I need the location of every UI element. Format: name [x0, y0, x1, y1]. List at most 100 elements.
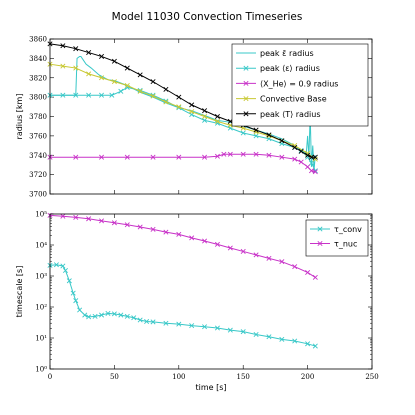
legend-entry: peak ε̄ radius	[236, 49, 314, 58]
x-tick-label: 250	[365, 373, 378, 381]
axes-frame	[49, 38, 373, 195]
legend-label: τ_nuc	[334, 240, 357, 249]
y-tick-label: 10⁰	[35, 366, 47, 374]
x-tick-label: 150	[237, 373, 250, 381]
legend-label: ⟨X_He⟩ = 0.9 radius	[260, 79, 338, 88]
data-point	[240, 151, 246, 157]
data-point	[214, 118, 220, 124]
data-point	[92, 313, 98, 319]
series-1-5	[47, 41, 318, 160]
data-point	[240, 329, 246, 335]
data-point	[292, 264, 298, 270]
data-point	[279, 154, 285, 160]
data-point	[253, 133, 259, 139]
y-tick-label: 3820	[29, 74, 47, 82]
series-2-2	[47, 212, 318, 280]
data-point	[124, 222, 130, 228]
data-point	[99, 92, 105, 98]
data-point	[189, 323, 195, 329]
data-point	[111, 220, 117, 226]
data-point	[176, 104, 182, 110]
legend-marker	[243, 65, 249, 71]
data-point	[99, 154, 105, 160]
data-point	[240, 248, 246, 254]
data-point	[111, 311, 117, 317]
data-point	[150, 154, 156, 160]
data-point	[292, 144, 298, 151]
legend: peak ε̄ radius peak ⟨ε⟩ radius ⟨X_He⟩ = 0.…	[231, 43, 369, 127]
y-tick-label: 10³	[35, 273, 47, 281]
data-point	[150, 79, 156, 85]
data-point	[253, 331, 259, 337]
y-tick-label: 3840	[29, 55, 47, 63]
data-point	[227, 151, 233, 157]
data-point	[118, 88, 124, 94]
series-1-3	[47, 151, 318, 175]
x-tick-label: 200	[301, 373, 314, 381]
data-point	[111, 79, 117, 85]
data-point	[163, 99, 169, 105]
legend-marker	[243, 96, 249, 102]
x-tick-label: 0	[48, 373, 52, 381]
data-point	[202, 108, 208, 114]
figure-title: Model 11030 Convection Timeseries	[112, 11, 303, 23]
data-point	[62, 268, 68, 274]
data-point	[109, 92, 115, 98]
data-point	[60, 263, 66, 269]
data-point	[124, 65, 130, 71]
y-tick-label: 3860	[29, 36, 47, 44]
data-point	[60, 43, 66, 49]
legend-entry: τ_nuc	[310, 240, 357, 249]
data-point	[279, 138, 285, 144]
data-point	[163, 86, 169, 92]
data-point	[82, 312, 88, 318]
data-point	[202, 154, 208, 160]
axes-frame	[49, 213, 373, 370]
data-point	[279, 259, 285, 265]
data-point	[312, 343, 318, 349]
x-tick-label: 50	[110, 373, 119, 381]
data-point	[73, 46, 79, 52]
y-axis-label: radius [km]	[15, 94, 24, 140]
timescale-plot: 0 50 100 150 200 250 10⁰ 10¹ 10² 10³ 10⁴ 10⁵ time [s…	[15, 211, 379, 393]
data-point	[60, 63, 66, 69]
legend-box	[305, 219, 369, 257]
data-point	[240, 130, 246, 136]
data-point	[137, 317, 143, 323]
y-tick-label: 10⁵	[35, 211, 47, 219]
data-point	[66, 278, 72, 284]
data-point	[214, 113, 220, 120]
data-point	[176, 321, 182, 327]
data-point	[99, 312, 105, 318]
y-tick-label: 3800	[29, 94, 47, 102]
data-point	[150, 93, 156, 99]
data-point	[189, 109, 195, 115]
data-point	[99, 75, 105, 81]
legend-label: peak ⟨T⟩ radius	[260, 110, 320, 119]
legend-entry: peak ⟨T⟩ radius	[236, 110, 320, 119]
y-tick-label: 3780	[29, 113, 47, 121]
data-point	[253, 127, 259, 133]
data-point	[73, 154, 79, 160]
data-point	[60, 92, 66, 98]
data-point	[53, 262, 59, 268]
legend-marker	[243, 80, 249, 86]
data-point	[70, 290, 76, 296]
y-tick-label: 10⁴	[35, 242, 47, 250]
data-point	[73, 298, 79, 304]
data-point	[305, 152, 311, 158]
y-tick-label: 10²	[35, 304, 47, 312]
legend-marker	[317, 240, 323, 247]
radius-plot: 3700 3720 3740 3760 3780 3800 3820 3840 3860 radi…	[15, 36, 373, 199]
data-point	[99, 53, 105, 59]
series-1-1	[50, 55, 316, 170]
y-tick-label: 3720	[29, 171, 47, 179]
data-point	[163, 320, 169, 326]
legend-box	[231, 43, 369, 127]
data-point	[305, 269, 311, 275]
data-point	[176, 154, 182, 160]
data-point	[176, 94, 182, 100]
data-point	[214, 241, 220, 247]
data-point	[202, 117, 208, 123]
